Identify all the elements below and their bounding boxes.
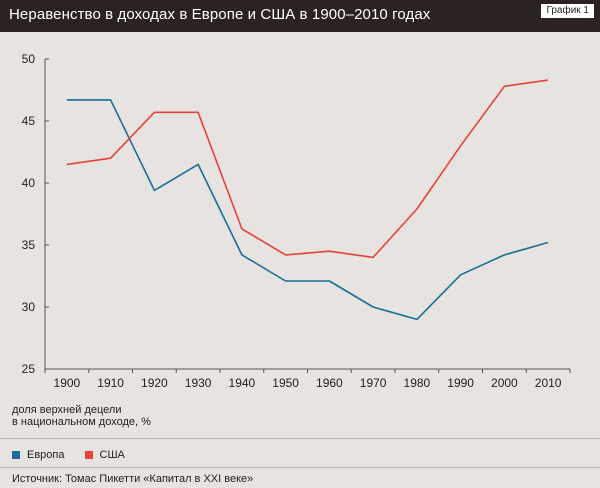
legend-item-europe: Европа bbox=[12, 449, 65, 461]
series-lines bbox=[66, 79, 549, 321]
chart-header: Неравенство в доходах в Европе и США в 1… bbox=[0, 0, 600, 32]
legend-label: Европа bbox=[27, 449, 65, 461]
legend: Европа США bbox=[12, 449, 145, 461]
x-tick-label: 1920 bbox=[141, 376, 168, 390]
x-tick-label: 1970 bbox=[360, 376, 387, 390]
divider-top bbox=[0, 438, 600, 439]
x-tick-label: 1940 bbox=[229, 376, 256, 390]
y-tick-label: 30 bbox=[22, 300, 36, 314]
y-axis-label: доля верхней децели в национальном доходе… bbox=[12, 404, 151, 428]
series-line-usa bbox=[66, 79, 549, 259]
x-tick-label: 2000 bbox=[491, 376, 518, 390]
x-tick-label: 1910 bbox=[97, 376, 124, 390]
chart-title: Неравенство в доходах в Европе и США в 1… bbox=[9, 6, 431, 23]
x-tick-label: 1900 bbox=[54, 376, 81, 390]
series-line-europe bbox=[66, 99, 549, 321]
y-tick-label: 35 bbox=[22, 238, 36, 252]
legend-item-usa: США bbox=[84, 449, 125, 461]
x-tick-label: 1980 bbox=[404, 376, 431, 390]
chart-area: 25 30 35 40 45 50 1900 1910 1920 1930 1940 1950 196… bbox=[22, 52, 571, 390]
x-tick-label: 1960 bbox=[316, 376, 343, 390]
legend-swatch bbox=[12, 451, 20, 459]
y-tick-label: 50 bbox=[22, 52, 36, 66]
chart-number-tag: График 1 bbox=[541, 4, 594, 18]
x-tick-label: 1950 bbox=[272, 376, 299, 390]
legend-label: США bbox=[99, 449, 125, 461]
y-tick-label: 45 bbox=[22, 114, 36, 128]
x-tick-label: 2010 bbox=[535, 376, 562, 390]
axes bbox=[44, 58, 571, 373]
source-note: Источник: Томас Пикетти «Капитал в XXI в… bbox=[12, 473, 254, 485]
y-tick-label: 25 bbox=[22, 362, 36, 376]
divider-bottom bbox=[0, 467, 600, 468]
x-tick-label: 1930 bbox=[185, 376, 212, 390]
legend-swatch bbox=[84, 451, 93, 459]
x-tick-label: 1990 bbox=[447, 376, 474, 390]
y-tick-label: 40 bbox=[22, 176, 36, 190]
y-tick-labels: 25 30 35 40 45 50 bbox=[22, 52, 36, 376]
x-tick-labels: 1900 1910 1920 1930 1940 1950 1960 1970 1980 1990… bbox=[54, 376, 562, 390]
